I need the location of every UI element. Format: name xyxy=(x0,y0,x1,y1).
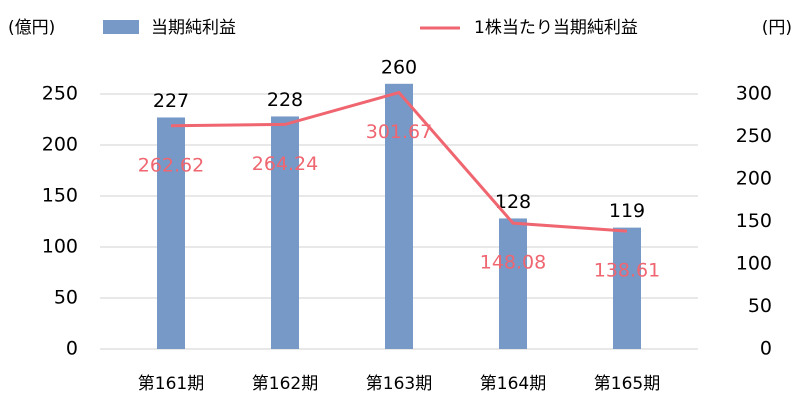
data-label: 138.61 xyxy=(594,260,660,282)
y2-axis-label: (円) xyxy=(762,18,792,38)
x-tick-label: 第163期 xyxy=(366,374,432,394)
y-tick-label: 50 xyxy=(54,287,78,309)
y2-tick-label: 100 xyxy=(736,253,772,275)
y2-tick-label: 50 xyxy=(748,295,772,317)
data-label: 264.24 xyxy=(252,153,318,175)
legend-swatch xyxy=(103,20,139,34)
bar xyxy=(499,218,527,349)
data-label: 227 xyxy=(153,90,189,112)
bar xyxy=(271,116,299,349)
x-tick-label: 第162期 xyxy=(252,374,318,394)
y2-tick-label: 300 xyxy=(736,83,772,105)
x-tick-label: 第165期 xyxy=(594,374,660,394)
data-label: 260 xyxy=(381,56,417,78)
y-tick-label: 150 xyxy=(42,185,78,207)
data-label: 148.08 xyxy=(480,252,546,274)
y2-tick-label: 200 xyxy=(736,168,772,190)
y-tick-label: 0 xyxy=(66,338,78,360)
x-tick-label: 第164期 xyxy=(480,374,546,394)
y-tick-label: 200 xyxy=(42,134,78,156)
data-label: 228 xyxy=(267,89,303,111)
data-label: 119 xyxy=(609,200,645,222)
bar xyxy=(613,227,641,349)
y2-tick-label: 250 xyxy=(736,125,772,147)
y-tick-label: 250 xyxy=(42,83,78,105)
bar xyxy=(157,117,185,350)
y2-tick-label: 0 xyxy=(760,338,772,360)
data-label: 128 xyxy=(495,191,531,213)
y-tick-label: 100 xyxy=(42,236,78,258)
x-tick-label: 第161期 xyxy=(138,374,204,394)
y-axis-label: (億円) xyxy=(8,18,55,38)
legend-label: 1株当たり当期純利益 xyxy=(474,18,638,38)
data-label: 262.62 xyxy=(138,154,204,176)
y2-tick-label: 150 xyxy=(736,210,772,232)
line xyxy=(170,90,628,233)
legend-label: 当期純利益 xyxy=(151,18,236,38)
data-label: 301.67 xyxy=(366,121,432,143)
bar xyxy=(385,83,413,350)
